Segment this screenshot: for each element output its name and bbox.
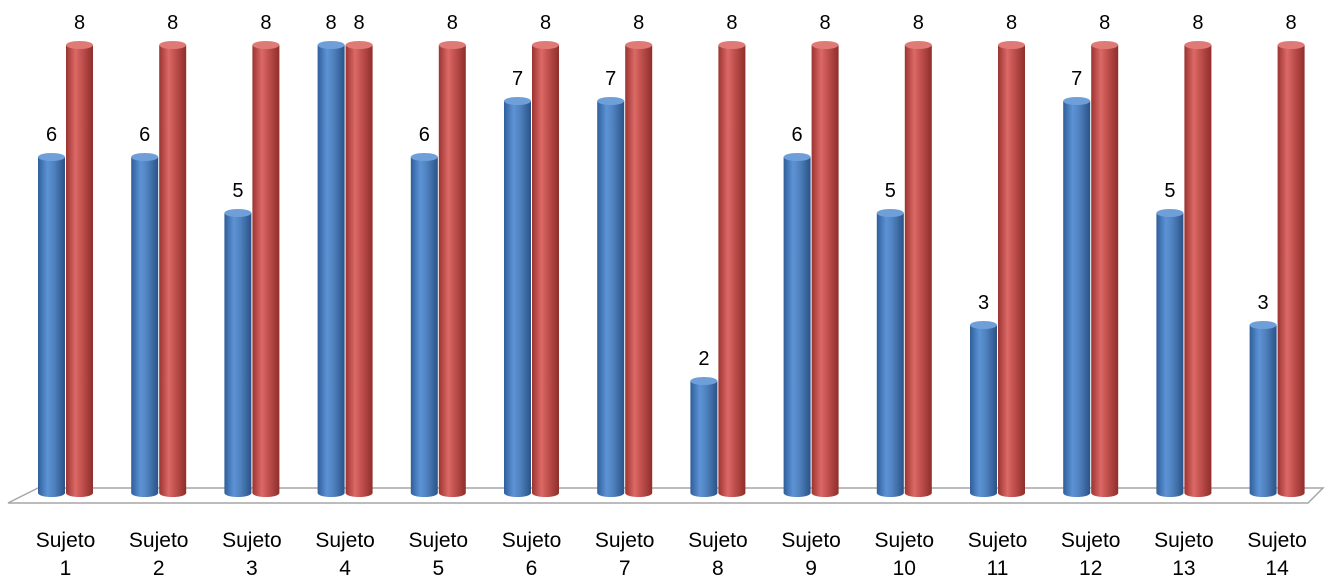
- bar-series2-11: [998, 41, 1025, 497]
- category-label-6: Sujeto 6: [502, 529, 562, 580]
- category-label-14: Sujeto 14: [1247, 529, 1307, 580]
- data-label-series2-2: 8: [167, 12, 178, 34]
- category-label-2: Sujeto 2: [129, 529, 189, 580]
- data-label-series1-8: 2: [698, 348, 709, 370]
- category-label-8: Sujeto 8: [688, 529, 748, 580]
- data-label-series2-5: 8: [447, 12, 458, 34]
- bar-series2-14: [1277, 41, 1305, 497]
- category-label-4: Sujeto 4: [315, 529, 375, 580]
- data-label-series1-12: 7: [1071, 68, 1082, 90]
- bar-series2-5: [438, 41, 466, 497]
- data-label-series2-10: 8: [913, 12, 924, 34]
- bar-series2-6: [532, 41, 559, 497]
- data-label-series2-8: 8: [726, 12, 737, 34]
- bar-series1-5: [410, 153, 438, 497]
- data-label-series1-13: 5: [1164, 180, 1175, 202]
- category-label-12: Sujeto 12: [1061, 529, 1121, 580]
- category-label-11: Sujeto 11: [968, 529, 1028, 580]
- bar-series2-9: [811, 41, 839, 497]
- bar-series2-13: [1184, 41, 1212, 497]
- bar-series2-12: [1091, 41, 1119, 497]
- bar-series1-4: [317, 41, 345, 497]
- bar-series1-2: [131, 153, 159, 497]
- bar-series1-3: [224, 209, 252, 497]
- data-label-series2-7: 8: [633, 12, 644, 34]
- data-label-series2-4: 8: [354, 12, 365, 34]
- data-label-series2-3: 8: [260, 12, 271, 34]
- bar-series2-7: [625, 41, 653, 497]
- data-label-series2-12: 8: [1099, 12, 1110, 34]
- bar-series2-8: [718, 41, 746, 497]
- bar-series1-1: [38, 153, 65, 497]
- data-label-series1-2: 6: [139, 124, 150, 146]
- data-label-series2-14: 8: [1286, 12, 1297, 34]
- category-label-1: Sujeto 1: [36, 529, 96, 580]
- bar-series1-10: [876, 209, 904, 497]
- bar-series2-2: [159, 41, 187, 497]
- data-label-series1-1: 6: [46, 124, 57, 146]
- data-label-series2-13: 8: [1192, 12, 1203, 34]
- data-label-series1-7: 7: [605, 68, 616, 90]
- bar-series2-4: [345, 41, 373, 497]
- data-label-series2-6: 8: [540, 12, 551, 34]
- category-label-5: Sujeto 5: [409, 529, 469, 580]
- category-label-3: Sujeto 3: [222, 529, 282, 580]
- data-label-series1-11: 3: [978, 292, 989, 314]
- bar-series2-3: [252, 41, 280, 497]
- data-label-series2-1: 8: [74, 12, 85, 34]
- category-label-9: Sujeto 9: [781, 529, 841, 580]
- data-label-series1-3: 5: [232, 180, 243, 202]
- data-label-series1-9: 6: [792, 124, 803, 146]
- bar-series1-7: [597, 97, 625, 497]
- chart-floor: [7, 487, 1325, 504]
- bar-series1-11: [970, 321, 997, 497]
- bar-series2-10: [904, 41, 932, 497]
- category-label-7: Sujeto 7: [595, 529, 655, 580]
- data-label-series1-6: 7: [512, 68, 523, 90]
- bar-series1-12: [1063, 97, 1091, 497]
- category-label-10: Sujeto 10: [875, 529, 935, 580]
- data-label-series2-9: 8: [820, 12, 831, 34]
- data-label-series1-10: 5: [885, 180, 896, 202]
- bar-series2-1: [66, 41, 93, 497]
- bar-series1-13: [1156, 209, 1184, 497]
- bar-series1-9: [783, 153, 811, 497]
- data-label-series2-11: 8: [1006, 12, 1017, 34]
- bar-series1-6: [504, 97, 531, 497]
- data-label-series1-4: 8: [326, 12, 337, 34]
- data-label-series1-14: 3: [1258, 292, 1269, 314]
- bar-series1-8: [690, 377, 718, 497]
- data-label-series1-5: 6: [419, 124, 430, 146]
- bar-series1-14: [1249, 321, 1277, 497]
- category-label-13: Sujeto 13: [1154, 529, 1214, 580]
